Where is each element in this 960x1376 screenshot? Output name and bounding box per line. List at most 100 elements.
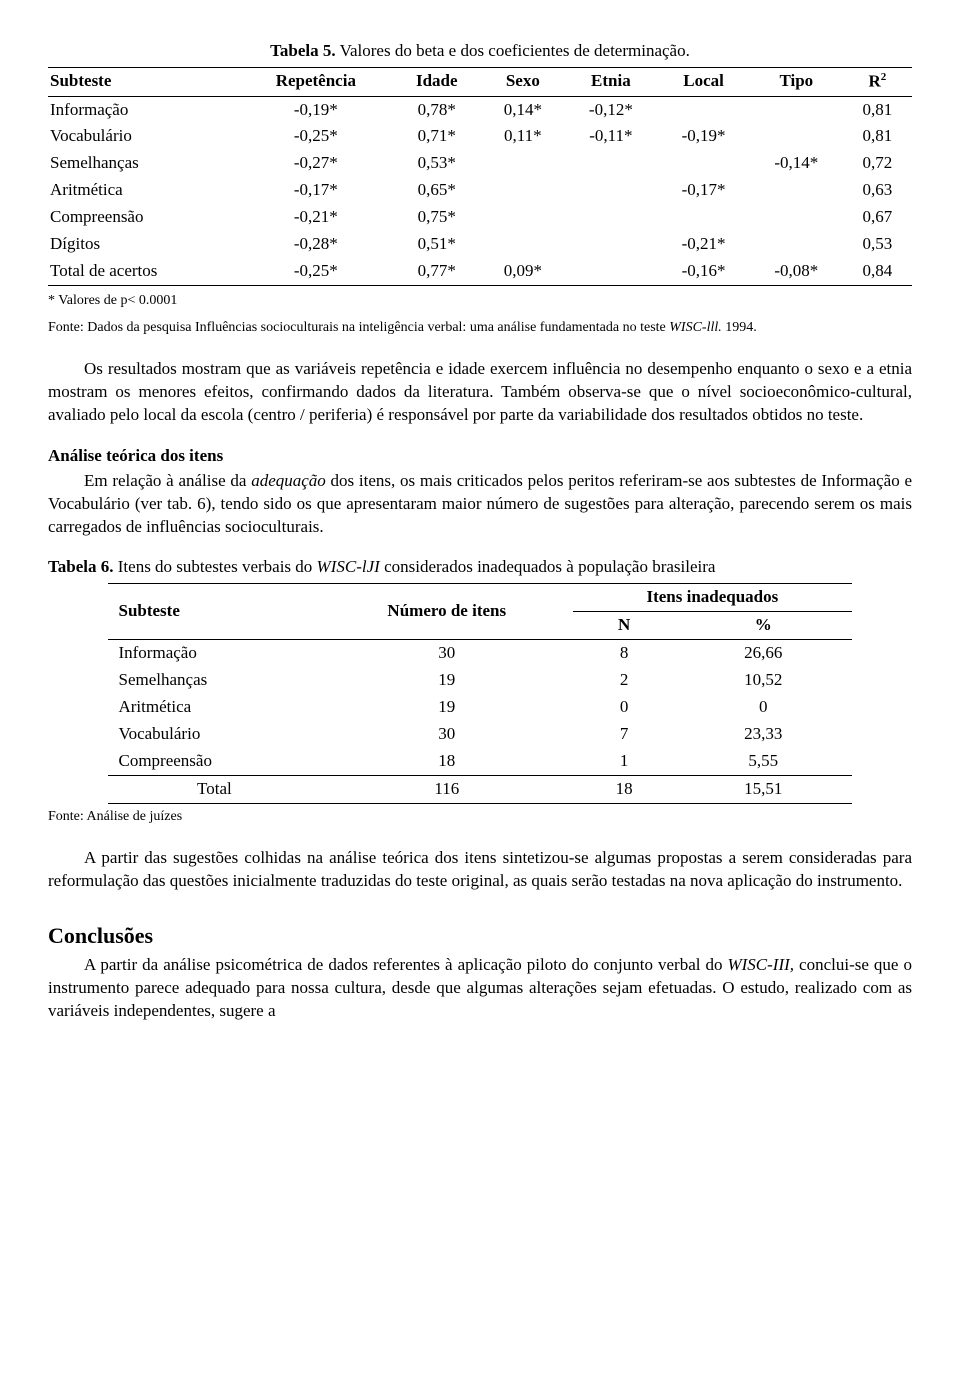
table5-cell-name: Informação [48, 96, 239, 123]
table5-cell [657, 204, 750, 231]
table5-cell: 0,84 [843, 258, 912, 285]
table5-cell [565, 150, 658, 177]
table5-cell [750, 123, 843, 150]
table6-cell-num: 30 [320, 640, 573, 667]
table5-cell: -0,19* [657, 123, 750, 150]
table6-total-num: 116 [320, 775, 573, 803]
table6-cell-num: 19 [320, 694, 573, 721]
table5-h-etnia: Etnia [565, 67, 658, 96]
table5-h-tipo: Tipo [750, 67, 843, 96]
table6-cell-subteste: Compreensão [108, 748, 320, 775]
table6-cell-pct: 10,52 [675, 667, 851, 694]
table6-h-subteste: Subteste [108, 584, 320, 640]
table5-cell: 0,81 [843, 96, 912, 123]
table5-title-prefix: Tabela 5. [270, 41, 336, 60]
table5-cell: 0,53 [843, 231, 912, 258]
table5-cell [565, 177, 658, 204]
section-heading-analise: Análise teórica dos itens [48, 445, 912, 468]
table6: Subteste Número de itens Itens inadequad… [108, 583, 851, 804]
table5-h-r-sup: 2 [881, 71, 887, 83]
table5-cell-name: Dígitos [48, 231, 239, 258]
table6-cell-n: 2 [573, 667, 675, 694]
table6-cell-subteste: Informação [108, 640, 320, 667]
table6-title-end: considerados inadequados à população bra… [380, 557, 716, 576]
table5-cell: -0,08* [750, 258, 843, 285]
table5-h-repetencia: Repetência [239, 67, 392, 96]
analise-italic: adequação [251, 471, 326, 490]
table5-h-idade: Idade [392, 67, 481, 96]
table5-cell: 0,72 [843, 150, 912, 177]
table5-h-subteste: Subteste [48, 67, 239, 96]
table5-cell-name: Vocabulário [48, 123, 239, 150]
table5-h-r: R [868, 72, 880, 91]
table5-cell: -0,16* [657, 258, 750, 285]
table6-cell-subteste: Vocabulário [108, 721, 320, 748]
table6-source: Fonte: Análise de juízes [48, 808, 912, 827]
table6-cell-n: 1 [573, 748, 675, 775]
table6-row: Semelhanças19210,52 [108, 667, 851, 694]
table6-title-mid: Itens do subtestes verbais do [114, 557, 317, 576]
table5-row: Compreensão-0,21*0,75*0,67 [48, 204, 912, 231]
table5-cell: -0,27* [239, 150, 392, 177]
table6-cell-pct: 5,55 [675, 748, 851, 775]
table5-title: Tabela 5. Valores do beta e dos coeficie… [48, 40, 912, 63]
table5-row: Vocabulário-0,25*0,71*0,11*-0,11*-0,19*0… [48, 123, 912, 150]
table5-title-rest: Valores do beta e dos coeficientes de de… [336, 41, 690, 60]
paragraph-conclusoes: A partir da análise psicométrica de dado… [48, 954, 912, 1023]
paragraph-analise: Em relação à análise da adequação dos it… [48, 470, 912, 539]
paragraph-sugestoes: A partir das sugestões colhidas na análi… [48, 847, 912, 893]
table5-source-italic: WISC-lll. [669, 320, 722, 335]
table5-source-prefix: Fonte: Dados da pesquisa Influências soc… [48, 320, 669, 335]
table5-cell: -0,21* [239, 204, 392, 231]
table5-cell [750, 177, 843, 204]
table6-h-n: N [573, 612, 675, 640]
table5-cell [750, 96, 843, 123]
table5-cell [565, 258, 658, 285]
table5-cell: 0,77* [392, 258, 481, 285]
table5-cell: 0,14* [481, 96, 564, 123]
table5-cell [657, 150, 750, 177]
table6-cell-num: 30 [320, 721, 573, 748]
table6-row: Informação30826,66 [108, 640, 851, 667]
analise-text-before: Em relação à análise da [84, 471, 251, 490]
table6-h-numitens: Número de itens [320, 584, 573, 640]
table5-cell [750, 204, 843, 231]
conclusoes-before: A partir da análise psicométrica de dado… [84, 955, 727, 974]
table5-h-sexo: Sexo [481, 67, 564, 96]
table6-row: Compreensão1815,55 [108, 748, 851, 775]
table5-cell: 0,67 [843, 204, 912, 231]
table6-header-row1: Subteste Número de itens Itens inadequad… [108, 584, 851, 612]
table5-cell: 0,81 [843, 123, 912, 150]
table5-cell: -0,17* [239, 177, 392, 204]
table5-cell [481, 204, 564, 231]
table5-footnote: * Valores de p< 0.0001 [48, 292, 912, 311]
table6-row: Aritmética1900 [108, 694, 851, 721]
table5-cell-name: Total de acertos [48, 258, 239, 285]
table5-cell: -0,19* [239, 96, 392, 123]
table6-body: Informação30826,66Semelhanças19210,52Ari… [108, 640, 851, 804]
table6-cell-subteste: Aritmética [108, 694, 320, 721]
table5-row: Informação-0,19*0,78*0,14*-0,12*0,81 [48, 96, 912, 123]
conclusoes-italic: WISC-III, [727, 955, 794, 974]
table5-cell [750, 231, 843, 258]
table5-cell: -0,25* [239, 258, 392, 285]
table5-cell: 0,09* [481, 258, 564, 285]
table5-cell: -0,28* [239, 231, 392, 258]
table5-row: Aritmética-0,17*0,65*-0,17*0,63 [48, 177, 912, 204]
table5-cell: -0,12* [565, 96, 658, 123]
table5-row: Dígitos-0,28*0,51* -0,21* 0,53 [48, 231, 912, 258]
table5-cell: -0,21* [657, 231, 750, 258]
table5-cell [481, 177, 564, 204]
table6-cell-n: 8 [573, 640, 675, 667]
table5-cell: 0,65* [392, 177, 481, 204]
table5-cell: -0,17* [657, 177, 750, 204]
table5-body: Informação-0,19*0,78*0,14*-0,12*0,81Voca… [48, 96, 912, 286]
table6-total-n: 18 [573, 775, 675, 803]
table5-cell: 0,51* [392, 231, 481, 258]
table5-h-r2: R2 [843, 67, 912, 96]
table5-cell [657, 96, 750, 123]
table6-total-row: Total1161815,51 [108, 775, 851, 803]
table6-total-label: Total [108, 775, 320, 803]
table5-cell-name: Semelhanças [48, 150, 239, 177]
table5-cell-name: Compreensão [48, 204, 239, 231]
